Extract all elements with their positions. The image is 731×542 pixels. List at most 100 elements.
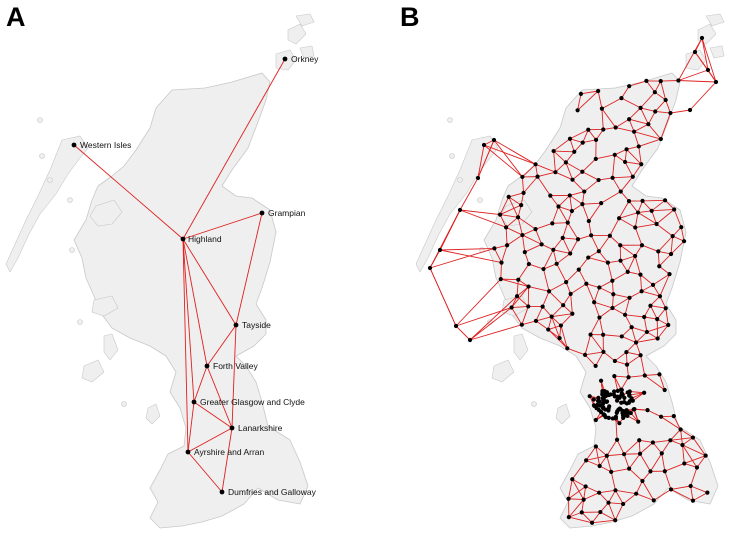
- network-node: [576, 267, 581, 272]
- network-node: [561, 303, 566, 308]
- network-edge: [607, 260, 621, 264]
- network-node: [629, 396, 634, 401]
- network-node: [682, 461, 687, 466]
- network-edge: [626, 364, 629, 378]
- network-node: [578, 91, 584, 96]
- network-node: [705, 67, 711, 73]
- network-edge: [659, 296, 667, 309]
- network-node: [612, 152, 617, 157]
- network-edge: [598, 492, 609, 503]
- network-node: [680, 442, 685, 448]
- network-node: [651, 498, 656, 503]
- network-edge: [614, 503, 624, 521]
- network-node: [601, 412, 606, 417]
- network-node: [546, 289, 552, 294]
- network-edge: [621, 85, 630, 99]
- network-edge: [559, 325, 562, 339]
- network-edge: [182, 238, 195, 403]
- network-edge: [569, 195, 583, 205]
- network-edge: [569, 138, 583, 144]
- network-edge: [607, 262, 613, 281]
- network-edge: [627, 271, 641, 276]
- network-edge: [641, 290, 661, 297]
- node-ayrshire: [185, 449, 191, 455]
- network-edge: [634, 244, 643, 257]
- network-edge: [613, 375, 622, 390]
- network-edge: [542, 306, 552, 317]
- network-edge: [623, 454, 630, 469]
- network-edge: [571, 460, 587, 480]
- network-edge: [653, 489, 672, 501]
- network-edge: [584, 351, 604, 356]
- network-node: [586, 218, 591, 224]
- network-edge: [528, 263, 544, 270]
- network-node: [566, 496, 571, 501]
- network-edge: [618, 217, 636, 228]
- network-node: [568, 251, 573, 256]
- network-node: [650, 440, 655, 445]
- network-edge: [680, 429, 683, 446]
- network-edge: [508, 196, 522, 206]
- network-edge: [586, 455, 607, 461]
- network-edge: [583, 486, 587, 500]
- network-edge: [608, 490, 616, 503]
- islet-shape: [47, 177, 53, 183]
- network-edge: [628, 375, 645, 378]
- network-edge: [633, 409, 639, 422]
- network-edge: [593, 287, 600, 303]
- network-node: [597, 285, 602, 290]
- network-node: [499, 260, 504, 265]
- network-node: [621, 501, 626, 507]
- network-edge: [618, 200, 630, 219]
- network-edge: [235, 212, 263, 326]
- network-edge: [571, 479, 585, 500]
- network-node: [692, 49, 698, 55]
- network-node: [593, 417, 598, 423]
- network-edge: [565, 161, 583, 173]
- network-edge: [580, 90, 599, 95]
- network-edge: [562, 237, 571, 254]
- network-edge: [614, 351, 627, 362]
- network-edge: [658, 250, 672, 255]
- network-edge: [608, 502, 616, 521]
- network-node: [550, 221, 555, 226]
- node-tayside: [233, 322, 239, 328]
- network-edge: [665, 99, 671, 114]
- network-edge: [628, 200, 639, 213]
- network-node: [427, 265, 433, 271]
- network-node: [633, 225, 638, 230]
- network-edge: [459, 177, 479, 211]
- network-node: [614, 437, 620, 442]
- network-edge: [517, 217, 523, 236]
- network-edge: [429, 209, 461, 269]
- network-edge: [187, 427, 233, 453]
- network-node: [639, 289, 644, 294]
- network-node: [694, 465, 700, 470]
- network-edge: [553, 138, 571, 152]
- network-edge: [639, 439, 653, 443]
- network-node: [624, 147, 629, 152]
- network-edge: [615, 490, 624, 505]
- network-edge: [618, 212, 639, 219]
- network-node: [663, 306, 668, 311]
- network-edge: [690, 467, 698, 487]
- network-edge: [625, 314, 645, 318]
- network-edge: [505, 226, 523, 236]
- island-shape: [91, 295, 119, 317]
- network-edge: [640, 274, 654, 286]
- mainland-shape: [483, 72, 719, 529]
- network-edge: [535, 320, 549, 330]
- network-edge: [642, 480, 655, 501]
- network-edge: [629, 80, 647, 87]
- network-node: [658, 414, 664, 419]
- network-edge: [633, 131, 640, 147]
- network-edge: [569, 191, 585, 196]
- network-edge: [182, 238, 237, 326]
- network-edge: [690, 485, 694, 501]
- network-edge: [528, 286, 550, 292]
- network-node: [567, 136, 573, 141]
- network-edge: [651, 199, 666, 212]
- network-edge: [655, 111, 671, 114]
- network-node: [621, 415, 626, 421]
- network-edge: [600, 191, 621, 204]
